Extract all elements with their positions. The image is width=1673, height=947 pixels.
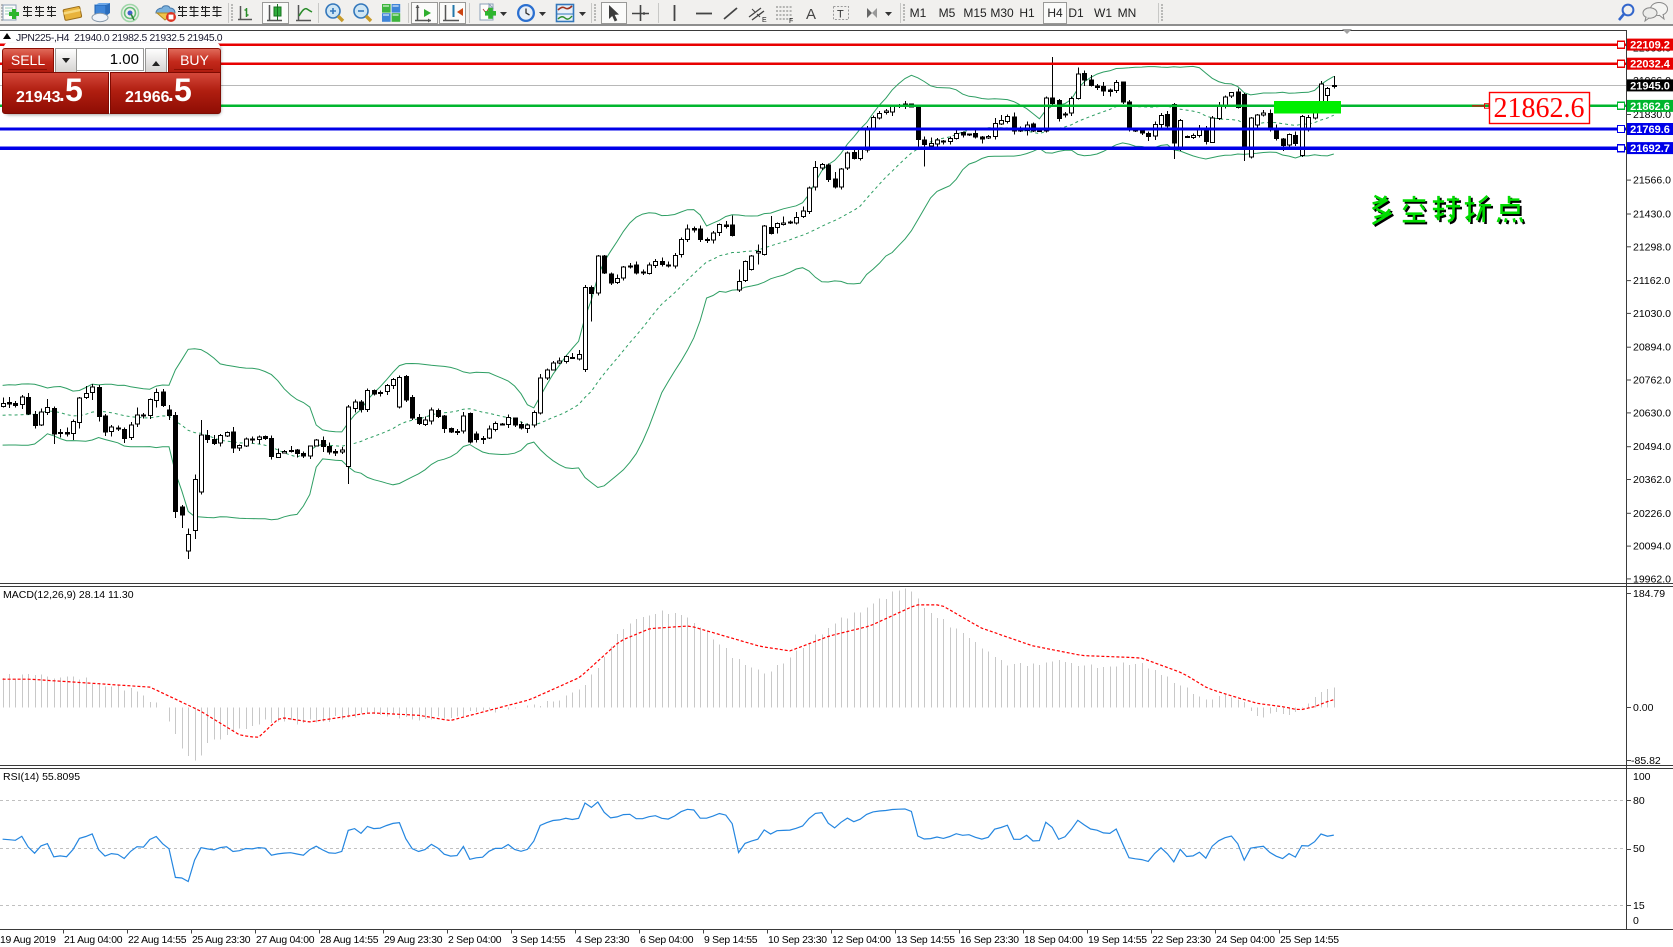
svg-text:T: T bbox=[837, 9, 844, 21]
svg-text:MACD(12,26,9) 28.14 11.30: MACD(12,26,9) 28.14 11.30 bbox=[3, 589, 134, 601]
svg-text:F: F bbox=[789, 18, 793, 25]
svg-text:19 Aug 2019: 19 Aug 2019 bbox=[0, 935, 56, 946]
svg-text:22032.4: 22032.4 bbox=[1630, 59, 1671, 71]
svg-text:M30: M30 bbox=[990, 6, 1014, 20]
svg-text:20894.0: 20894.0 bbox=[1633, 342, 1671, 354]
svg-text:JPN225-,H4 21940.0 21982.5 21: JPN225-,H4 21940.0 21982.5 21932.5 21945… bbox=[16, 33, 223, 44]
svg-text:D1: D1 bbox=[1068, 6, 1084, 20]
svg-text:20630.0: 20630.0 bbox=[1633, 407, 1671, 419]
svg-text:12 Sep 04:00: 12 Sep 04:00 bbox=[832, 935, 891, 946]
svg-text:0: 0 bbox=[1633, 915, 1639, 927]
svg-text:E: E bbox=[762, 17, 767, 24]
svg-text:184.79: 184.79 bbox=[1633, 588, 1665, 600]
svg-text:A: A bbox=[806, 6, 816, 23]
svg-text:10 Sep 23:30: 10 Sep 23:30 bbox=[768, 935, 827, 946]
svg-text:20362.0: 20362.0 bbox=[1633, 474, 1671, 486]
svg-text:21862.6: 21862.6 bbox=[1630, 101, 1670, 113]
svg-text:21162.0: 21162.0 bbox=[1633, 275, 1670, 287]
svg-text:21769.6: 21769.6 bbox=[1630, 124, 1670, 136]
svg-text:H4: H4 bbox=[1047, 6, 1063, 20]
svg-text:24 Sep 04:00: 24 Sep 04:00 bbox=[1216, 935, 1275, 946]
svg-text:-85.82: -85.82 bbox=[1631, 755, 1661, 767]
svg-text:21692.7: 21692.7 bbox=[1630, 143, 1670, 155]
svg-text:29 Aug 23:30: 29 Aug 23:30 bbox=[384, 935, 443, 946]
svg-text:21945.0: 21945.0 bbox=[1630, 80, 1670, 92]
svg-text:25 Sep 14:55: 25 Sep 14:55 bbox=[1280, 935, 1339, 946]
svg-text:2 Sep 04:00: 2 Sep 04:00 bbox=[448, 935, 502, 946]
svg-text:100: 100 bbox=[1633, 771, 1651, 783]
svg-text:21862.6: 21862.6 bbox=[1494, 93, 1585, 124]
svg-text:20494.0: 20494.0 bbox=[1633, 441, 1671, 453]
svg-text:22 Sep 23:30: 22 Sep 23:30 bbox=[1152, 935, 1211, 946]
svg-text:M15: M15 bbox=[963, 6, 987, 20]
svg-text:W1: W1 bbox=[1094, 6, 1112, 20]
svg-text:21566.0: 21566.0 bbox=[1633, 175, 1671, 187]
svg-text:13 Sep 14:55: 13 Sep 14:55 bbox=[896, 935, 955, 946]
svg-text:20762.0: 20762.0 bbox=[1633, 375, 1671, 387]
svg-text:22 Aug 14:55: 22 Aug 14:55 bbox=[128, 935, 187, 946]
svg-text:19962.0: 19962.0 bbox=[1633, 573, 1671, 585]
svg-text:M1: M1 bbox=[910, 6, 927, 20]
svg-text:21830.0: 21830.0 bbox=[1633, 109, 1671, 121]
svg-text:16 Sep 23:30: 16 Sep 23:30 bbox=[960, 935, 1019, 946]
svg-text:9 Sep 14:55: 9 Sep 14:55 bbox=[704, 935, 758, 946]
svg-text:6 Sep 04:00: 6 Sep 04:00 bbox=[640, 935, 694, 946]
svg-text:25 Aug 23:30: 25 Aug 23:30 bbox=[192, 935, 251, 946]
svg-text:4 Sep 23:30: 4 Sep 23:30 bbox=[576, 935, 630, 946]
svg-text:RSI(14) 55.8095: RSI(14) 55.8095 bbox=[3, 771, 80, 783]
svg-text:21 Aug 04:00: 21 Aug 04:00 bbox=[64, 935, 123, 946]
svg-text:20094.0: 20094.0 bbox=[1633, 541, 1671, 553]
svg-text:80: 80 bbox=[1633, 795, 1645, 807]
svg-text:28 Aug 14:55: 28 Aug 14:55 bbox=[320, 935, 379, 946]
svg-text:27 Aug 04:00: 27 Aug 04:00 bbox=[256, 935, 315, 946]
svg-text:M5: M5 bbox=[939, 6, 956, 20]
svg-text:0.00: 0.00 bbox=[1633, 702, 1654, 714]
svg-text:21030.0: 21030.0 bbox=[1633, 308, 1671, 320]
svg-text:19 Sep 14:55: 19 Sep 14:55 bbox=[1088, 935, 1147, 946]
svg-text:21298.0: 21298.0 bbox=[1633, 241, 1671, 253]
svg-text:18 Sep 04:00: 18 Sep 04:00 bbox=[1024, 935, 1083, 946]
svg-text:21430.0: 21430.0 bbox=[1633, 209, 1671, 221]
svg-text:3 Sep 14:55: 3 Sep 14:55 bbox=[512, 935, 566, 946]
svg-text:15: 15 bbox=[1633, 900, 1645, 912]
svg-text:50: 50 bbox=[1633, 843, 1645, 855]
svg-text:22109.2: 22109.2 bbox=[1630, 40, 1670, 52]
svg-text:20226.0: 20226.0 bbox=[1633, 508, 1671, 520]
svg-text:H1: H1 bbox=[1019, 6, 1035, 20]
svg-text:MN: MN bbox=[1118, 6, 1137, 20]
